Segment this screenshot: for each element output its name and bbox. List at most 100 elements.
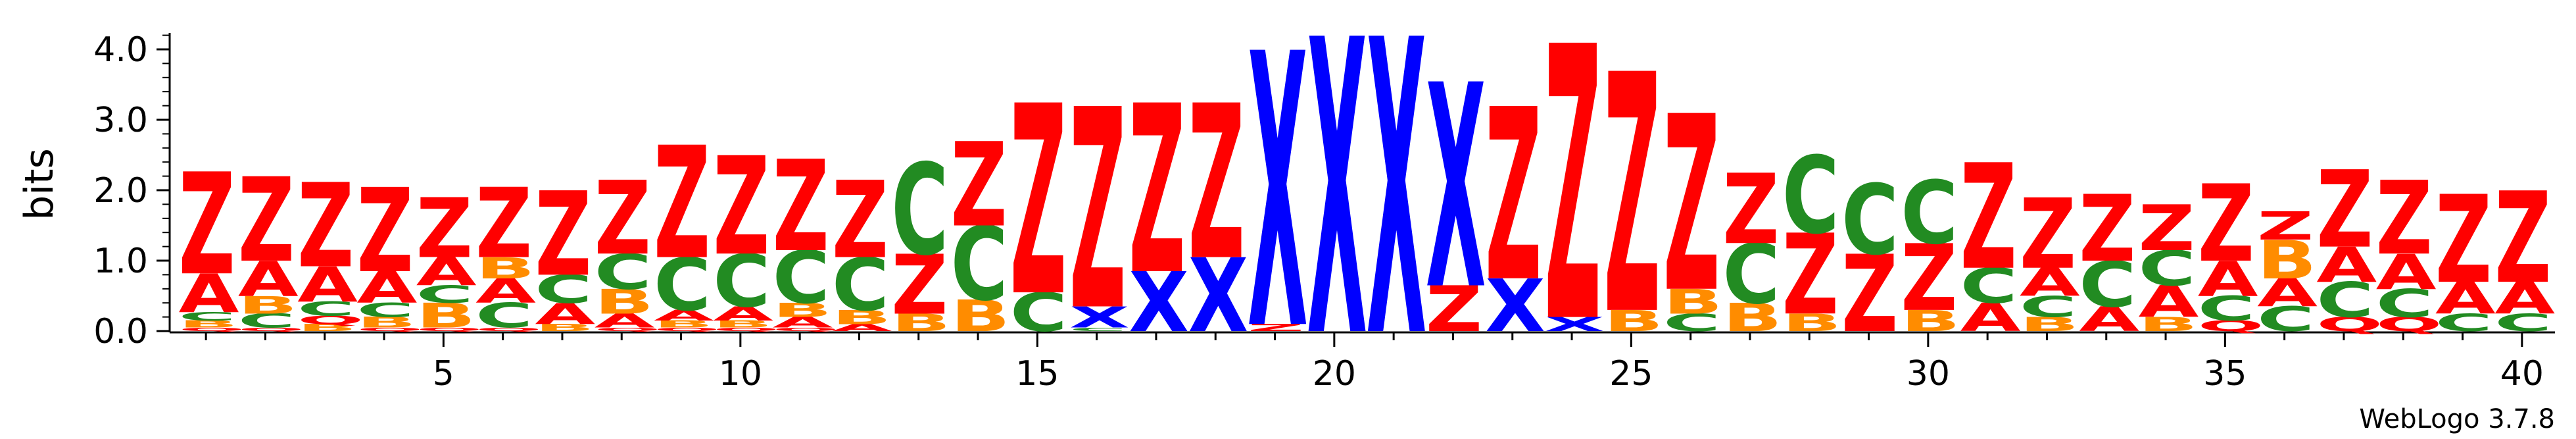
logo-letter-b: B: [2257, 229, 2316, 291]
logo-letter-z: Z: [832, 160, 888, 283]
logo-letter-z: Z: [1663, 66, 1720, 346]
logo-letter-c: C: [179, 310, 236, 324]
logo-letter-a: A: [475, 272, 536, 311]
y-tick-label: 2.0: [93, 171, 148, 211]
logo-letter-a: A: [595, 310, 655, 332]
logo-letter-q: Q: [297, 313, 364, 327]
logo-letter-z: Z: [654, 113, 710, 294]
logo-letter-q: Q: [179, 326, 245, 332]
logo-letter-z: Z: [1604, 7, 1661, 388]
logo-letter-c: C: [2494, 309, 2552, 337]
logo-letter-z: Z: [2494, 167, 2551, 312]
logo-letter-z: Z: [2376, 160, 2433, 278]
logo-letter-a: A: [297, 257, 358, 313]
logo-letter-q: Q: [357, 326, 424, 332]
logo-letter-c: C: [475, 296, 533, 336]
y-ticks: 0.0 1.0 2.0 3.0 4.0: [93, 30, 170, 351]
logo-letter-z: Z: [357, 165, 414, 299]
logo-letter-q: Q: [238, 326, 304, 332]
logo-letter-a: A: [2020, 261, 2080, 305]
logo-letter-q: Q: [416, 326, 483, 332]
logo-letter-z: Z: [1901, 225, 1957, 332]
logo-letter-q: Q: [2376, 313, 2442, 336]
logo-letter-x: X: [1248, 0, 1308, 413]
logo-letter-c: C: [1663, 309, 1720, 337]
logo-letter-c: C: [832, 243, 889, 327]
logo-letter-c: C: [2316, 272, 2373, 328]
weblogo-credit: WebLogo 3.7.8: [2359, 404, 2555, 434]
y-tick-label: 3.0: [93, 101, 148, 140]
logo-letter-b: B: [2139, 313, 2198, 336]
logo-letter-c: C: [238, 310, 295, 332]
x-tick-label: 20: [1313, 354, 1356, 394]
logo-letter-c: C: [1722, 226, 1780, 322]
logo-letter-z: Z: [773, 135, 829, 280]
logo-letter-z: Z: [1248, 322, 1304, 333]
logo-letter-x: X: [1188, 238, 1249, 355]
logo-letter-b: B: [357, 315, 416, 332]
logo-letter-c: C: [891, 138, 948, 284]
logo-letter-z: Z: [2198, 163, 2254, 286]
logo-letter-q: Q: [713, 326, 779, 332]
logo-letter-a: A: [1960, 296, 2021, 340]
logo-letter-z: Z: [179, 143, 235, 307]
logo-letter-c: C: [2139, 241, 2196, 297]
logo-letter-c: C: [1841, 165, 1899, 276]
logo-letter-x: X: [1545, 313, 1605, 336]
x-tick-label: 35: [2203, 354, 2247, 394]
logo-letter-z: Z: [1485, 60, 1542, 335]
logo-letter-c: C: [2020, 290, 2077, 324]
logo-letter-x: X: [1307, 0, 1367, 427]
logo-letter-a: A: [773, 315, 833, 332]
logo-letter-c: C: [357, 299, 414, 322]
logo-letter-z: Z: [475, 168, 532, 280]
logo-letter-q: Q: [2316, 313, 2383, 336]
logo-letter-c: C: [1901, 163, 1958, 263]
logo-letter-q: Q: [773, 326, 839, 332]
logo-letter-z: Z: [2435, 171, 2492, 311]
logo-letter-a: A: [416, 250, 477, 295]
logo-letter-b: B: [179, 319, 238, 330]
logo-letter-c: C: [951, 206, 1008, 324]
logo-letter-c: C: [2376, 282, 2433, 326]
logo-letter-c: C: [595, 244, 652, 300]
y-tick-label: 4.0: [93, 30, 148, 70]
logo-letter-c: C: [535, 267, 592, 312]
logo-letter-a: A: [832, 322, 893, 333]
logo-letter-a: A: [2435, 273, 2496, 324]
logo-letter-c: C: [773, 236, 830, 320]
logo-letter-z: Z: [2139, 192, 2195, 265]
logo-letter-c: C: [2435, 309, 2492, 337]
logo-letter-z: Z: [1129, 56, 1185, 326]
logo-letter-b: B: [832, 307, 891, 329]
logo-letter-z: Z: [891, 238, 948, 333]
logo-letter-z: Z: [1010, 51, 1067, 354]
logo-letter-z: Z: [2316, 149, 2373, 272]
logo-letter-q: Q: [654, 326, 720, 332]
logo-letter-z: Z: [595, 160, 651, 278]
logo-letter-z: Z: [1545, 0, 1601, 406]
logo-letter-z: Z: [951, 119, 1008, 253]
logo-letter-c: C: [416, 280, 474, 309]
logo-letter-z: Z: [1069, 52, 1126, 372]
logo-letter-c: C: [1069, 326, 1127, 332]
logo-letter-c: C: [1010, 282, 1067, 344]
logo-letter-a: A: [2139, 276, 2199, 327]
logo-letter-b: B: [595, 282, 654, 322]
x-ticks: 5 10 15 20 25 30 35 40: [205, 332, 2544, 394]
logo-letter-z: Z: [2020, 179, 2076, 291]
logo-letter-b: B: [951, 291, 1010, 342]
logo-letter-c: C: [1960, 259, 2018, 315]
logo-letter-c: C: [297, 298, 354, 321]
logo-letter-x: X: [1367, 0, 1427, 427]
logo-letter-z: Z: [1188, 61, 1245, 308]
logo-letter-b: B: [1782, 309, 1841, 337]
logo-letter-b: B: [1663, 282, 1722, 322]
logo-letter-z: Z: [2079, 176, 2135, 283]
x-tick-label: 5: [433, 354, 454, 394]
x-axis: 5 10 15 20 25 30 35 40: [170, 331, 2555, 394]
logo-letter-q: Q: [595, 326, 661, 332]
logo-letter-c: C: [1782, 135, 1839, 258]
y-tick-label: 1.0: [93, 242, 148, 281]
